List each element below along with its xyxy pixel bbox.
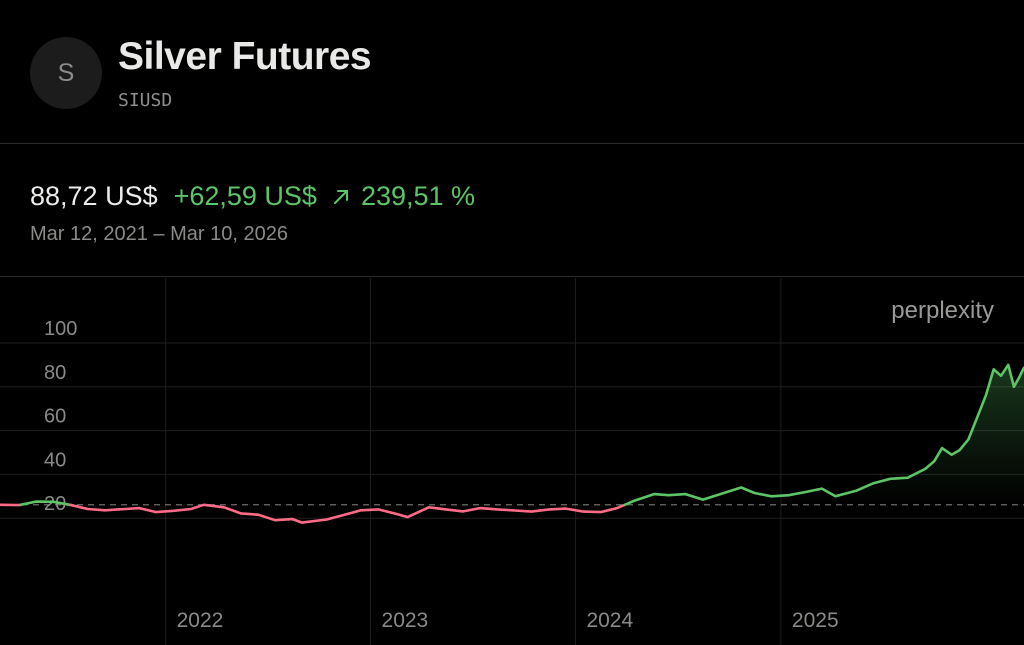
series-line-segment — [68, 503, 627, 524]
series-line-segment — [623, 363, 1024, 507]
x-tick-label: 2022 — [177, 609, 224, 632]
page-title: Silver Futures — [118, 35, 372, 78]
y-tick-label: 80 — [44, 362, 66, 384]
price-change: +62,59 US$ — [173, 181, 317, 211]
percent-change: 239,51 % — [360, 181, 476, 211]
x-tick-label: 2023 — [382, 609, 429, 632]
y-tick-label: 60 — [44, 406, 66, 428]
summary-divider — [0, 276, 1024, 277]
arrow-up-right-icon — [331, 187, 351, 207]
y-tick-label: 100 — [44, 318, 77, 340]
y-tick-label: 40 — [44, 449, 66, 471]
x-tick-label: 2024 — [586, 609, 633, 632]
header-divider — [0, 143, 1024, 144]
ticker-symbol: SIUSD — [118, 90, 173, 111]
current-price: 88,72 US$ — [30, 181, 158, 211]
perplexity-watermark: perplexity — [891, 297, 994, 324]
avatar: S — [30, 37, 102, 109]
price-summary: 88,72 US$ +62,59 US$ 239,51 % — [30, 181, 475, 212]
series-line-segment — [19, 500, 72, 507]
x-tick-label: 2025 — [792, 609, 839, 632]
area-fill — [0, 364, 1024, 505]
header: S Silver Futures SIUSD — [0, 0, 1024, 144]
date-range: Mar 12, 2021 – Mar 10, 2026 — [30, 223, 288, 245]
avatar-letter: S — [57, 58, 75, 87]
